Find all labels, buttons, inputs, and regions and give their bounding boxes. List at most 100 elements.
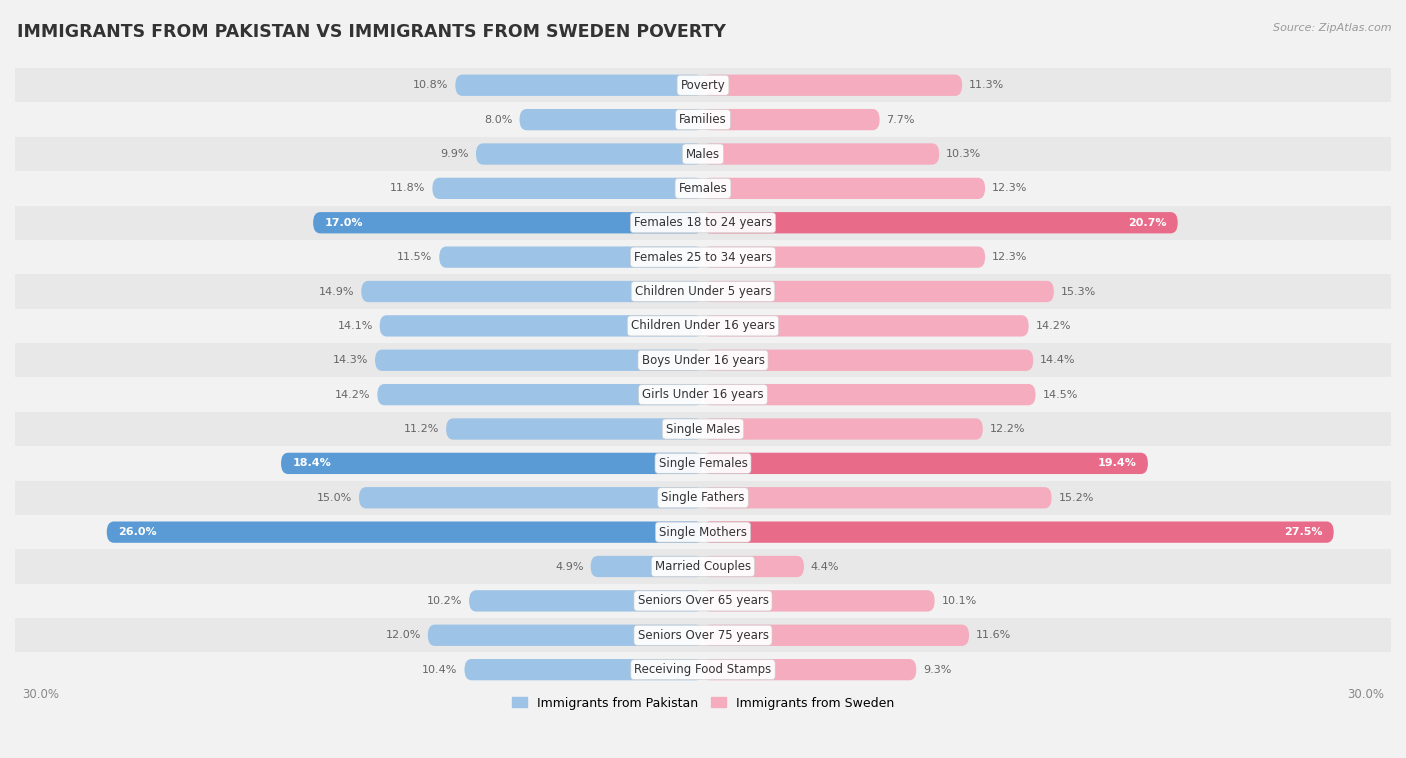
FancyBboxPatch shape [703, 590, 935, 612]
Text: Females 18 to 24 years: Females 18 to 24 years [634, 216, 772, 229]
Text: 17.0%: 17.0% [325, 218, 363, 227]
Text: IMMIGRANTS FROM PAKISTAN VS IMMIGRANTS FROM SWEDEN POVERTY: IMMIGRANTS FROM PAKISTAN VS IMMIGRANTS F… [17, 23, 725, 41]
FancyBboxPatch shape [359, 487, 703, 509]
Text: 11.2%: 11.2% [404, 424, 439, 434]
Bar [15, 412, 1391, 446]
FancyBboxPatch shape [361, 281, 703, 302]
FancyBboxPatch shape [703, 659, 917, 680]
Bar [15, 550, 1391, 584]
FancyBboxPatch shape [703, 625, 969, 646]
Text: Males: Males [686, 148, 720, 161]
FancyBboxPatch shape [281, 453, 703, 474]
Bar [15, 274, 1391, 309]
Text: 27.5%: 27.5% [1284, 527, 1322, 537]
Text: 14.3%: 14.3% [333, 356, 368, 365]
Bar [15, 446, 1391, 481]
Text: 15.2%: 15.2% [1059, 493, 1094, 503]
Text: 10.3%: 10.3% [946, 149, 981, 159]
Text: 11.8%: 11.8% [389, 183, 426, 193]
Text: 14.1%: 14.1% [337, 321, 373, 331]
Text: 10.8%: 10.8% [413, 80, 449, 90]
FancyBboxPatch shape [703, 349, 1033, 371]
Text: 14.5%: 14.5% [1042, 390, 1078, 399]
Text: Single Females: Single Females [658, 457, 748, 470]
Text: Married Couples: Married Couples [655, 560, 751, 573]
Text: 7.7%: 7.7% [886, 114, 915, 124]
Text: 18.4%: 18.4% [292, 459, 332, 468]
Bar [15, 136, 1391, 171]
Text: 11.3%: 11.3% [969, 80, 1004, 90]
Text: 12.3%: 12.3% [993, 183, 1028, 193]
FancyBboxPatch shape [314, 212, 703, 233]
FancyBboxPatch shape [703, 384, 1036, 406]
Text: 14.4%: 14.4% [1040, 356, 1076, 365]
Text: 26.0%: 26.0% [118, 527, 157, 537]
Text: Single Fathers: Single Fathers [661, 491, 745, 504]
FancyBboxPatch shape [456, 74, 703, 96]
Bar [15, 102, 1391, 136]
FancyBboxPatch shape [703, 487, 1052, 509]
Text: 10.4%: 10.4% [422, 665, 457, 675]
FancyBboxPatch shape [703, 109, 880, 130]
FancyBboxPatch shape [703, 246, 986, 268]
Text: 15.0%: 15.0% [316, 493, 352, 503]
Bar [15, 68, 1391, 102]
FancyBboxPatch shape [703, 453, 1147, 474]
FancyBboxPatch shape [703, 556, 804, 577]
Text: Receiving Food Stamps: Receiving Food Stamps [634, 663, 772, 676]
Text: 14.2%: 14.2% [335, 390, 370, 399]
Text: 12.0%: 12.0% [385, 630, 420, 641]
Text: 11.5%: 11.5% [396, 252, 433, 262]
Text: 12.3%: 12.3% [993, 252, 1028, 262]
Bar [15, 240, 1391, 274]
FancyBboxPatch shape [703, 522, 1334, 543]
Bar [15, 584, 1391, 618]
FancyBboxPatch shape [703, 418, 983, 440]
Text: Seniors Over 65 years: Seniors Over 65 years [637, 594, 769, 607]
Text: Single Males: Single Males [666, 422, 740, 436]
Text: 14.9%: 14.9% [319, 287, 354, 296]
FancyBboxPatch shape [477, 143, 703, 164]
Text: Poverty: Poverty [681, 79, 725, 92]
Text: 9.3%: 9.3% [924, 665, 952, 675]
Text: 30.0%: 30.0% [22, 688, 59, 701]
Text: 20.7%: 20.7% [1128, 218, 1166, 227]
FancyBboxPatch shape [375, 349, 703, 371]
FancyBboxPatch shape [464, 659, 703, 680]
Text: 15.3%: 15.3% [1060, 287, 1097, 296]
FancyBboxPatch shape [433, 177, 703, 199]
Text: Girls Under 16 years: Girls Under 16 years [643, 388, 763, 401]
FancyBboxPatch shape [377, 384, 703, 406]
Text: 10.1%: 10.1% [942, 596, 977, 606]
FancyBboxPatch shape [703, 143, 939, 164]
FancyBboxPatch shape [380, 315, 703, 337]
Text: 12.2%: 12.2% [990, 424, 1025, 434]
Text: 10.2%: 10.2% [427, 596, 463, 606]
FancyBboxPatch shape [470, 590, 703, 612]
Text: 4.4%: 4.4% [811, 562, 839, 572]
Bar [15, 309, 1391, 343]
FancyBboxPatch shape [591, 556, 703, 577]
Text: Source: ZipAtlas.com: Source: ZipAtlas.com [1274, 23, 1392, 33]
Text: 4.9%: 4.9% [555, 562, 583, 572]
Text: 11.6%: 11.6% [976, 630, 1011, 641]
FancyBboxPatch shape [703, 281, 1054, 302]
Text: Children Under 16 years: Children Under 16 years [631, 319, 775, 332]
Bar [15, 481, 1391, 515]
FancyBboxPatch shape [703, 74, 962, 96]
Text: 19.4%: 19.4% [1098, 459, 1136, 468]
Bar [15, 515, 1391, 550]
Text: Females 25 to 34 years: Females 25 to 34 years [634, 251, 772, 264]
Bar [15, 618, 1391, 653]
Bar [15, 205, 1391, 240]
FancyBboxPatch shape [107, 522, 703, 543]
FancyBboxPatch shape [439, 246, 703, 268]
FancyBboxPatch shape [703, 177, 986, 199]
Text: Single Mothers: Single Mothers [659, 525, 747, 539]
FancyBboxPatch shape [446, 418, 703, 440]
Text: 30.0%: 30.0% [1347, 688, 1384, 701]
FancyBboxPatch shape [427, 625, 703, 646]
Text: Boys Under 16 years: Boys Under 16 years [641, 354, 765, 367]
Text: 9.9%: 9.9% [440, 149, 470, 159]
Text: Seniors Over 75 years: Seniors Over 75 years [637, 629, 769, 642]
